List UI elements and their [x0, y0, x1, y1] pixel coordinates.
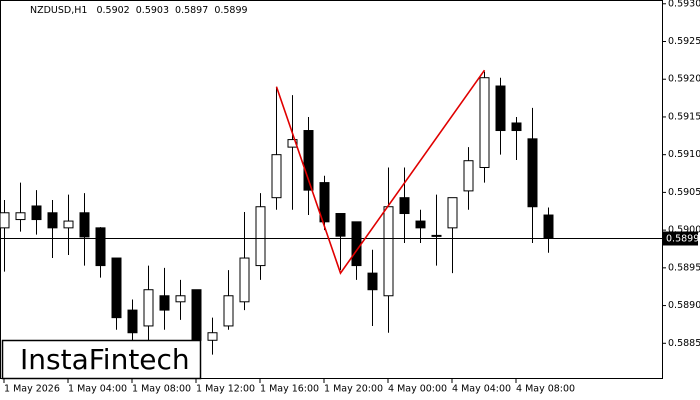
- candle-body: [527, 138, 538, 208]
- candle-body: [15, 212, 26, 221]
- candle-body: [367, 272, 378, 291]
- price-label-box: [663, 231, 698, 246]
- candle-body: [0, 212, 10, 229]
- candle-body: [479, 77, 490, 168]
- chart-header: NZDUSD,H1 0.5902 0.5903 0.5897 0.5899: [30, 5, 248, 16]
- header-low: 0.5897: [175, 5, 208, 16]
- candles: [0, 71, 554, 355]
- candle-body: [511, 122, 522, 132]
- candle-body: [495, 85, 506, 132]
- x-tick-label: 4 May 08:00: [516, 384, 575, 395]
- plot-frame: [0, 0, 663, 379]
- y-tick-label: 0.5915: [668, 111, 700, 122]
- candle-body: [463, 160, 474, 192]
- candle-body: [223, 295, 234, 327]
- y-tick-label: 0.5930: [668, 0, 700, 9]
- y-tick-label: 0.5900: [668, 225, 700, 236]
- y-tick-label: 0.5895: [668, 262, 700, 273]
- candle-body: [175, 295, 186, 303]
- y-tick-label: 0.5925: [668, 36, 700, 47]
- x-tick-label: 1 May 20:00: [324, 384, 383, 395]
- x-tick-label: 1 May 04:00: [68, 384, 127, 395]
- candle-body: [159, 295, 170, 311]
- candle-body: [415, 220, 426, 229]
- y-tick-label: 0.5905: [668, 187, 700, 198]
- x-tick-label: 4 May 04:00: [452, 384, 511, 395]
- x-tick-label: 1 May 08:00: [132, 384, 191, 395]
- price-label: 0.5899: [666, 234, 699, 245]
- candle-body: [127, 309, 138, 334]
- candle-body: [207, 332, 218, 341]
- candle-body: [63, 220, 74, 229]
- watermark: InstaFintech: [20, 343, 190, 376]
- header-open: 0.5902: [96, 5, 129, 16]
- y-tick-label: 0.5910: [668, 149, 700, 160]
- watermark-box: [1, 339, 202, 380]
- candle-body: [303, 130, 314, 191]
- candle-body: [47, 212, 58, 229]
- candle-body: [143, 289, 154, 327]
- candle-body: [239, 257, 250, 303]
- symbol: NZDUSD,H1: [30, 5, 87, 16]
- x-tick-label: 1 May 2026: [4, 384, 60, 395]
- candle-body: [31, 205, 42, 221]
- candle-body: [95, 227, 106, 267]
- candle-body: [447, 197, 458, 229]
- candle-body: [271, 154, 282, 199]
- x-tick-label: 1 May 12:00: [196, 384, 255, 395]
- candle-body: [399, 197, 410, 215]
- axes: 0.5930 0.5925 0.5920 0.5915 0.5910 0.5905 0.59…: [3, 0, 700, 395]
- candle-body: [111, 257, 122, 319]
- pattern-line: [275, 69, 486, 275]
- candle-body: [383, 206, 394, 297]
- y-tick-label: 0.5920: [668, 74, 700, 85]
- candle-body: [79, 212, 90, 238]
- header-high: 0.5903: [136, 5, 169, 16]
- candle-body: [191, 289, 202, 341]
- header-close: 0.5899: [214, 5, 247, 16]
- candle-body: [335, 213, 346, 237]
- candle-body: [351, 221, 362, 267]
- candle-body: [255, 206, 266, 267]
- y-tick-label: 0.5890: [668, 300, 700, 311]
- candle-body: [319, 182, 330, 223]
- overlays: 0.5899 InstaFintech: [0, 69, 699, 380]
- y-tick-label: 0.5885: [668, 338, 700, 349]
- candle-body: [431, 234, 442, 237]
- x-tick-label: 1 May 16:00: [260, 384, 319, 395]
- x-tick-label: 4 May 00:00: [388, 384, 447, 395]
- candle-body: [543, 214, 554, 239]
- candle-body: [287, 139, 298, 148]
